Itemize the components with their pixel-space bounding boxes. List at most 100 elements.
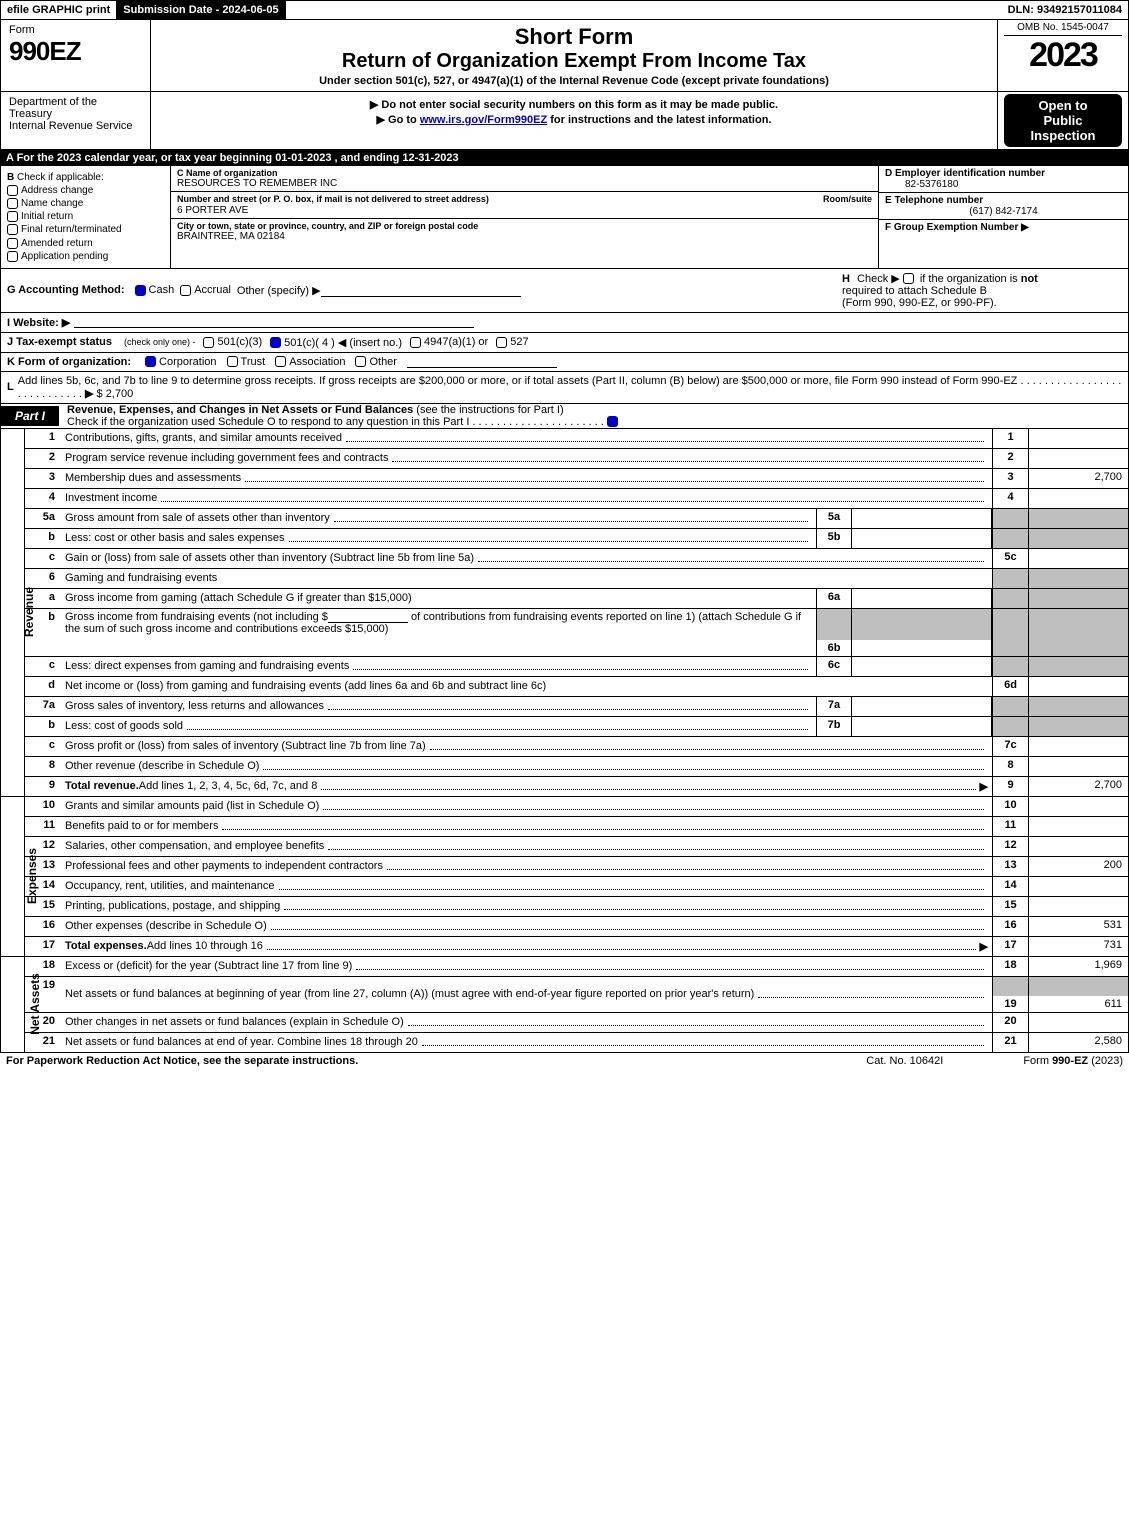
tax-year: 2023 — [1004, 36, 1122, 75]
cb-501c3[interactable]: 501(c)(3) — [203, 336, 262, 348]
col-c-org-info: C Name of organization RESOURCES TO REME… — [171, 166, 878, 268]
dept-box: Department of the Treasury Internal Reve… — [1, 92, 151, 149]
form-ref: Form 990-EZ (2023) — [1023, 1055, 1123, 1067]
cb-application-pending[interactable]: Application pending — [7, 251, 164, 262]
form-subtitle: Under section 501(c), 527, or 4947(a)(1)… — [159, 75, 989, 87]
cb-initial-return[interactable]: Initial return — [7, 211, 164, 222]
row-j-tax-exempt: J Tax-exempt status (check only one) - 5… — [0, 333, 1129, 353]
line-18: 18 Excess or (deficit) for the year (Sub… — [25, 957, 1128, 977]
org-name-row: C Name of organization RESOURCES TO REME… — [171, 166, 878, 192]
part1-header: Part I Revenue, Expenses, and Changes in… — [0, 404, 1129, 429]
submission-date-button[interactable]: Submission Date - 2024-06-05 — [117, 1, 285, 19]
line-5c: c Gain or (loss) from sale of assets oth… — [25, 549, 1128, 569]
cb-name-change[interactable]: Name change — [7, 198, 164, 209]
line-6d: d Net income or (loss) from gaming and f… — [25, 677, 1128, 697]
cb-corporation[interactable]: Corporation — [145, 356, 216, 368]
room-suite-label: Room/suite — [823, 194, 872, 204]
open-public-box: Open to Public Inspection — [998, 92, 1128, 149]
cb-accrual[interactable]: Accrual — [180, 284, 231, 296]
form-header-2: Department of the Treasury Internal Reve… — [0, 92, 1129, 150]
form-notes-box: ▶ Do not enter social security numbers o… — [151, 92, 998, 149]
cb-address-change[interactable]: Address change — [7, 185, 164, 196]
dept-treasury: Department of the Treasury — [9, 96, 142, 120]
line-19-value: 611 — [1028, 996, 1128, 1012]
ein-row: D Employer identification number 82-5376… — [879, 166, 1128, 193]
line-6c: c Less: direct expenses from gaming and … — [25, 657, 1128, 677]
line-14: 14 Occupancy, rent, utilities, and maint… — [25, 877, 1128, 897]
year-box: OMB No. 1545-0047 2023 — [998, 20, 1128, 91]
line-12: 12 Salaries, other compensation, and emp… — [25, 837, 1128, 857]
line-21-value: 2,580 — [1028, 1033, 1128, 1052]
org-city-row: City or town, state or province, country… — [171, 219, 878, 244]
line-17-value: 731 — [1028, 937, 1128, 956]
line-18-value: 1,969 — [1028, 957, 1128, 976]
cb-other-method[interactable]: Other (specify) ▶ — [237, 284, 521, 297]
line-15: 15 Printing, publications, postage, and … — [25, 897, 1128, 917]
line-17: 17 Total expenses. Add lines 10 through … — [25, 937, 1128, 957]
line-10: 10 Grants and similar amounts paid (list… — [25, 797, 1128, 817]
col-d-ids: D Employer identification number 82-5376… — [878, 166, 1128, 268]
cb-4947[interactable]: 4947(a)(1) or — [410, 336, 488, 348]
phone-value: (617) 842-7174 — [885, 206, 1122, 217]
part1-grid: Revenue 1 Contributions, gifts, grants, … — [0, 429, 1129, 1053]
cb-trust[interactable]: Trust — [227, 356, 266, 368]
line-4: 4 Investment income 4 — [25, 489, 1128, 509]
line-7b: b Less: cost of goods sold 7b — [25, 717, 1128, 737]
row-a-tax-year: A For the 2023 calendar year, or tax yea… — [0, 150, 1129, 166]
row-g-h: G Accounting Method: Cash Accrual Other … — [0, 269, 1129, 313]
cb-501c[interactable]: 501(c)( 4 ) ◀ (insert no.) — [270, 336, 402, 349]
dln-label: DLN: 93492157011084 — [1002, 1, 1128, 19]
ssn-warning: ▶ Do not enter social security numbers o… — [159, 98, 989, 111]
row-i-website: I Website: ▶ — [0, 313, 1129, 333]
cb-schedule-b[interactable] — [903, 273, 914, 284]
arrow-icon: ▶ — [1021, 222, 1029, 233]
line-16: 16 Other expenses (describe in Schedule … — [25, 917, 1128, 937]
cb-cash[interactable]: Cash — [135, 284, 175, 296]
cb-final-return[interactable]: Final return/terminated — [7, 224, 164, 235]
line-13: 13 Professional fees and other payments … — [25, 857, 1128, 877]
gross-receipts-value: $ 2,700 — [97, 388, 134, 400]
form-word: Form — [9, 24, 142, 36]
website-input[interactable] — [74, 316, 474, 328]
line-19: 19 Net assets or fund balances at beginn… — [25, 977, 1128, 1013]
line-8: 8 Other revenue (describe in Schedule O)… — [25, 757, 1128, 777]
efile-label[interactable]: efile GRAPHIC print — [1, 1, 117, 19]
line-6: 6 Gaming and fundraising events — [25, 569, 1128, 589]
row-k-form-org: K Form of organization: Corporation Trus… — [0, 353, 1129, 372]
line-7a: 7a Gross sales of inventory, less return… — [25, 697, 1128, 717]
cb-schedule-o[interactable] — [607, 416, 618, 427]
h-box: H Check ▶ if the organization is not req… — [842, 272, 1122, 309]
cb-other-org[interactable]: Other — [355, 356, 397, 368]
expenses-side-label: Expenses — [1, 797, 25, 957]
line-9: 9 Total revenue. Add lines 1, 2, 3, 4, 5… — [25, 777, 1128, 797]
phone-row: E Telephone number (617) 842-7174 — [879, 193, 1128, 220]
revenue-side-label: Revenue — [1, 429, 25, 797]
form-header: Form 990EZ Short Form Return of Organiza… — [0, 20, 1129, 92]
form-id-box: Form 990EZ — [1, 20, 151, 91]
col-b-checkboxes: B Check if applicable: Address change Na… — [1, 166, 171, 268]
omb-number: OMB No. 1545-0047 — [1004, 22, 1122, 36]
group-exemption-row: F Group Exemption Number ▶ — [879, 220, 1128, 235]
cb-amended-return[interactable]: Amended return — [7, 238, 164, 249]
line-5a: 5a Gross amount from sale of assets othe… — [25, 509, 1128, 529]
org-street-value: 6 PORTER AVE — [177, 205, 872, 216]
line-3-value: 2,700 — [1028, 469, 1128, 488]
cb-association[interactable]: Association — [275, 356, 345, 368]
b-label: B — [7, 172, 14, 183]
row-l-gross-receipts: L Add lines 5b, 6c, and 7b to line 9 to … — [0, 372, 1129, 404]
irs-link[interactable]: www.irs.gov/Form990EZ — [420, 114, 547, 126]
short-form-label: Short Form — [159, 24, 989, 50]
paperwork-notice: For Paperwork Reduction Act Notice, see … — [6, 1055, 786, 1067]
form-title: Return of Organization Exempt From Incom… — [159, 50, 989, 73]
net-assets-side-label: Net Assets — [1, 957, 25, 1053]
line-1: 1 Contributions, gifts, grants, and simi… — [25, 429, 1128, 449]
line-7c: c Gross profit or (loss) from sales of i… — [25, 737, 1128, 757]
org-name-value: RESOURCES TO REMEMBER INC — [177, 178, 872, 189]
g-label: G Accounting Method: — [7, 284, 125, 296]
line-5b: b Less: cost or other basis and sales ex… — [25, 529, 1128, 549]
line-9-value: 2,700 — [1028, 777, 1128, 796]
section-bcd: B Check if applicable: Address change Na… — [0, 166, 1129, 269]
top-bar: efile GRAPHIC print Submission Date - 20… — [0, 0, 1129, 20]
form-title-box: Short Form Return of Organization Exempt… — [151, 20, 998, 91]
cb-527[interactable]: 527 — [496, 336, 528, 348]
